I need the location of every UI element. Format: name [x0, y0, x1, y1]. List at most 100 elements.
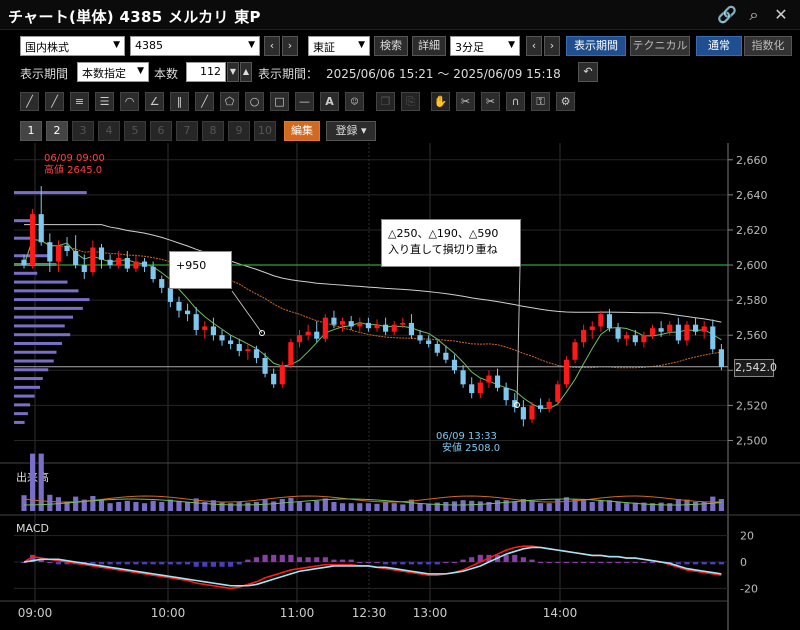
ma-long-line: [24, 224, 722, 323]
next-interval-button[interactable]: ›: [544, 36, 560, 56]
macd-histogram-bar: [606, 562, 613, 563]
annotation-point: [514, 402, 520, 408]
volume-bar: [529, 500, 535, 511]
window-title: チャート(単体) 4385 メルカリ 東P: [8, 8, 261, 26]
volume-bar: [512, 501, 518, 511]
count-down-button[interactable]: ▼: [227, 62, 239, 82]
display-period-button[interactable]: 表示期間: [566, 36, 626, 56]
volume-profile-bar: [14, 368, 49, 372]
count-input[interactable]: 112: [186, 62, 226, 82]
rectangle-icon[interactable]: □: [270, 92, 289, 111]
page-tab-9: 9: [228, 121, 250, 141]
candle-body: [469, 384, 475, 394]
macd-histogram-bar: [649, 562, 656, 563]
page-tab-6: 6: [150, 121, 172, 141]
candle-body: [55, 245, 62, 262]
volume-profile-bar: [14, 377, 43, 381]
hline-icon[interactable]: —: [295, 92, 314, 111]
macd-histogram-bar: [245, 559, 251, 562]
search-button[interactable]: 検索: [374, 36, 408, 56]
code-input[interactable]: 4385 ▼: [130, 36, 260, 56]
lock-icon[interactable]: ⚿: [531, 92, 550, 111]
circle-icon[interactable]: ○: [245, 92, 264, 111]
prev-interval-button[interactable]: ‹: [526, 36, 542, 56]
page-tab-3: 3: [72, 121, 94, 141]
edit-button[interactable]: 編集: [284, 121, 320, 141]
y-tick-label: 2,520: [736, 399, 768, 412]
period-mode-select[interactable]: 本数指定 ▼: [77, 62, 149, 82]
volume-profile-bar: [14, 420, 25, 424]
volume-profile-bar: [14, 333, 71, 337]
macd-histogram-bar: [692, 562, 699, 565]
search-icon[interactable]: ⌕: [749, 5, 759, 24]
candle-body: [331, 317, 337, 325]
vertical-lines-icon[interactable]: ‖: [170, 92, 189, 111]
candle-body: [606, 314, 613, 329]
volume-bar: [451, 501, 458, 511]
line-tool-icon[interactable]: ╱: [20, 92, 39, 111]
volume-bar: [615, 501, 621, 511]
candle-body: [271, 373, 277, 385]
technical-button[interactable]: テクニカル: [630, 36, 690, 56]
macd-histogram-bar: [288, 554, 294, 562]
paste-icon: ⎘: [401, 92, 420, 111]
link-icon[interactable]: 🔗: [717, 5, 737, 24]
volume-bar: [150, 500, 156, 511]
macd-histogram-bar: [434, 562, 440, 565]
annotation-loss-line1: △250、△190、△590: [388, 227, 499, 240]
candle-body: [64, 245, 70, 251]
macd-histogram-bar: [141, 562, 148, 565]
annotation-loss[interactable]: △250、△190、△590 入り直して損切り重ね: [381, 219, 521, 267]
parallel-lines-icon[interactable]: ≡: [70, 92, 89, 111]
macd-histogram-bar: [314, 557, 320, 562]
index-button[interactable]: 指数化: [744, 36, 792, 56]
undo-icon[interactable]: ↶: [578, 62, 598, 82]
volume-bar: [107, 503, 113, 511]
text-icon[interactable]: A: [320, 92, 339, 111]
volume-bar: [503, 500, 509, 511]
page-tab-1[interactable]: 1: [20, 121, 42, 141]
count-up-button[interactable]: ▲: [240, 62, 252, 82]
candle-body: [658, 328, 664, 332]
volume-profile-bar: [14, 306, 83, 310]
icon-stamp-icon[interactable]: ☺: [345, 92, 364, 111]
candle-body: [391, 324, 397, 332]
fan-lines-icon[interactable]: ∠: [145, 92, 164, 111]
macd-histogram-bar: [38, 559, 44, 562]
volume-profile-bar: [14, 191, 87, 195]
volume-bar: [38, 453, 44, 511]
interval-select[interactable]: 3分足 ▼: [450, 36, 520, 56]
close-icon[interactable]: ✕: [774, 5, 788, 24]
horizontal-lines-icon[interactable]: ☰: [95, 92, 114, 111]
fibonacci-arc-icon[interactable]: ◠: [120, 92, 139, 111]
volume-bar: [30, 453, 36, 511]
volume-bar: [253, 502, 260, 511]
candle-body: [253, 349, 260, 359]
candle-body: [417, 335, 423, 341]
volume-bar: [159, 502, 165, 511]
market-select[interactable]: 国内株式 ▼: [20, 36, 125, 56]
candle-body: [701, 326, 707, 332]
magnet-icon[interactable]: ∩: [506, 92, 525, 111]
page-tab-2[interactable]: 2: [46, 121, 68, 141]
annotation-plus950[interactable]: +950: [169, 251, 232, 289]
macd-tick-label: 0: [740, 556, 747, 569]
volume-bar: [288, 497, 294, 511]
next-code-button[interactable]: ›: [282, 36, 298, 56]
candle-body: [322, 317, 328, 339]
exchange-select[interactable]: 東証 ▼: [308, 36, 370, 56]
pentagon-icon[interactable]: ⬠: [220, 92, 239, 111]
eraser-icon[interactable]: ✂: [456, 92, 475, 111]
price-chart[interactable]: 2,6602,6402,6202,6002,5802,5602,5402,520…: [0, 143, 800, 630]
prev-code-button[interactable]: ‹: [264, 36, 280, 56]
detail-button[interactable]: 詳細: [412, 36, 446, 56]
normal-button[interactable]: 通常: [696, 36, 742, 56]
ruler-tool-icon[interactable]: ╱: [45, 92, 64, 111]
eraser-all-icon[interactable]: ✂: [481, 92, 500, 111]
volume-bar: [124, 500, 130, 511]
interval-select-value: 3分足: [455, 41, 484, 54]
pitchfork-icon[interactable]: ╱: [195, 92, 214, 111]
settings-icon[interactable]: ⚙: [556, 92, 575, 111]
candle-body: [107, 259, 113, 266]
register-button[interactable]: 登録 ▾: [326, 121, 376, 141]
